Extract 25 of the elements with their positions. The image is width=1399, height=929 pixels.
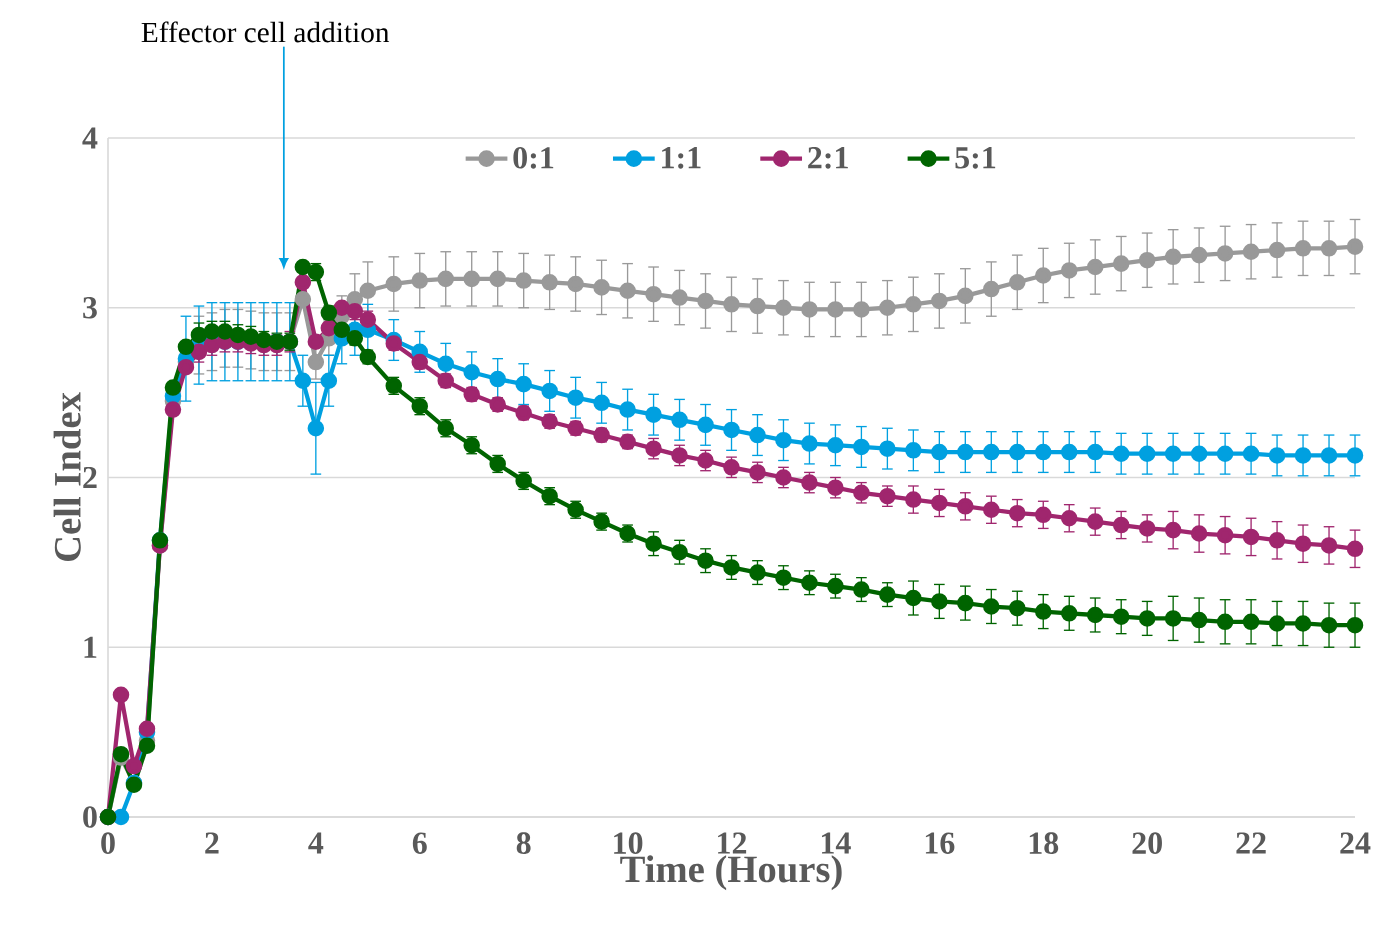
x-tick-label: 22 bbox=[1236, 832, 1266, 854]
x-tick-label: 8 bbox=[516, 832, 531, 854]
x-tick-label: 16 bbox=[925, 832, 955, 854]
y-tick-label: 2 bbox=[83, 466, 97, 489]
y-tick-label: 1 bbox=[84, 636, 97, 658]
y-tick-label: 0 bbox=[83, 806, 97, 828]
x-tick-label: 10 bbox=[614, 832, 643, 854]
x-tick-label: 12 bbox=[718, 832, 747, 854]
y-axis-title: Cell Index bbox=[53, 392, 81, 562]
x-tick-label: 6 bbox=[412, 832, 427, 854]
x-tick-label: 24 bbox=[1340, 832, 1371, 854]
y-tick-label: 4 bbox=[82, 127, 98, 149]
legend-label: 5:1 bbox=[955, 147, 996, 169]
x-tick-label: 4 bbox=[308, 832, 324, 854]
legend-label: 2:1 bbox=[808, 147, 848, 169]
y-tick-label: 3 bbox=[83, 297, 97, 319]
legend-label: 1:1 bbox=[662, 147, 701, 169]
x-tick-label: 18 bbox=[1029, 832, 1059, 854]
x-tick-label: 20 bbox=[1132, 832, 1162, 854]
x-axis-title: Time (Hours) bbox=[620, 855, 842, 891]
legend-label: 0:1 bbox=[513, 146, 554, 169]
x-tick-label: 2 bbox=[205, 832, 219, 854]
text: Effector cell addition bbox=[141, 21, 390, 43]
x-tick-label: 0 bbox=[101, 832, 115, 854]
x-tick-label: 14 bbox=[822, 832, 851, 854]
